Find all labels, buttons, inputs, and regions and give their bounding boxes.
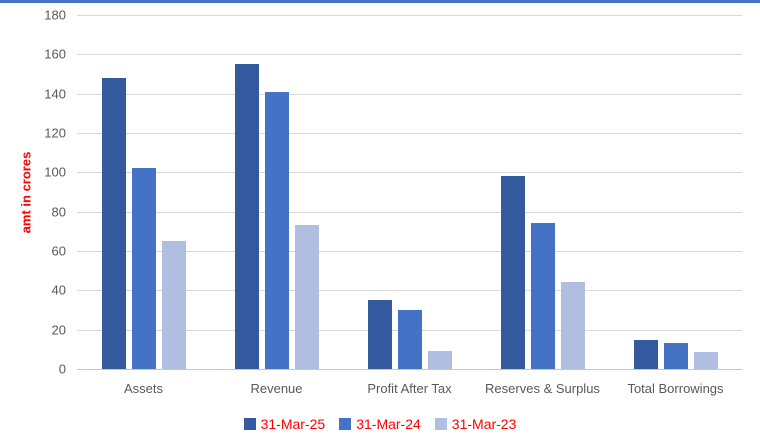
bar-31-Mar-24 bbox=[663, 343, 688, 369]
gridline bbox=[77, 211, 742, 213]
x-category-label: Assets bbox=[123, 381, 163, 396]
y-tick-label: 140 bbox=[44, 86, 66, 102]
x-category-label: Profit After Tax bbox=[367, 381, 452, 396]
x-category-label: Total Borrowings bbox=[627, 381, 724, 396]
y-tick-label: 40 bbox=[51, 282, 66, 298]
legend-item-31-Mar-24: 31-Mar-24 bbox=[339, 416, 421, 432]
bar-31-Mar-25 bbox=[234, 64, 259, 369]
bar-31-Mar-25 bbox=[500, 176, 525, 369]
bar-31-Mar-25 bbox=[367, 300, 392, 369]
bar-31-Mar-24 bbox=[397, 310, 422, 369]
bar-31-Mar-24 bbox=[530, 223, 555, 369]
y-tick-label: 100 bbox=[44, 164, 66, 180]
bar-group-profit-after-tax bbox=[343, 15, 476, 369]
legend-label: 31-Mar-23 bbox=[451, 416, 517, 432]
gridline bbox=[77, 93, 742, 95]
x-category-label: Revenue bbox=[250, 381, 303, 396]
gridline bbox=[77, 251, 742, 252]
gridline bbox=[77, 15, 742, 16]
bar-group-assets bbox=[77, 15, 210, 369]
gridline bbox=[77, 290, 742, 292]
y-tick-label: 120 bbox=[44, 125, 66, 141]
bar-group-total-borrowings bbox=[609, 15, 742, 369]
bar-31-Mar-24 bbox=[264, 91, 289, 369]
bar-31-Mar-24 bbox=[131, 168, 156, 369]
legend-item-31-Mar-25: 31-Mar-25 bbox=[243, 416, 326, 432]
y-tick-label: 60 bbox=[51, 243, 66, 259]
bar-31-Mar-23 bbox=[427, 351, 452, 369]
bar-31-Mar-25 bbox=[633, 340, 658, 369]
bar-31-Mar-25 bbox=[101, 77, 126, 369]
legend-marker-icon bbox=[434, 418, 447, 430]
legend: 31-Mar-25 31-Mar-24 31-Mar-23 bbox=[0, 416, 760, 432]
gridline bbox=[77, 172, 742, 174]
y-tick-label: 180 bbox=[44, 7, 66, 23]
y-tick-label: 80 bbox=[51, 204, 66, 220]
legend-label: 31-Mar-24 bbox=[356, 416, 421, 432]
y-tick-label: 160 bbox=[44, 46, 66, 62]
top-border-line bbox=[0, 0, 760, 3]
bar-31-Mar-23 bbox=[161, 241, 186, 369]
legend-item-31-Mar-23: 31-Mar-23 bbox=[434, 416, 517, 432]
y-tick-label: 20 bbox=[51, 322, 66, 338]
legend-marker-icon bbox=[339, 418, 352, 430]
gridline bbox=[77, 54, 742, 56]
y-tick-label: 0 bbox=[58, 361, 66, 377]
bar-group-revenue bbox=[210, 15, 343, 369]
bar-group-reserves-surplus bbox=[476, 15, 609, 369]
bar-31-Mar-23 bbox=[560, 282, 585, 369]
gridline bbox=[77, 133, 742, 134]
x-category-label: Reserves & Surplus bbox=[485, 381, 600, 396]
legend-marker-icon bbox=[243, 418, 256, 430]
legend-label: 31-Mar-25 bbox=[260, 416, 326, 432]
bar-31-Mar-23 bbox=[294, 225, 319, 369]
plot-area bbox=[77, 15, 742, 370]
bar-31-Mar-23 bbox=[693, 352, 718, 369]
